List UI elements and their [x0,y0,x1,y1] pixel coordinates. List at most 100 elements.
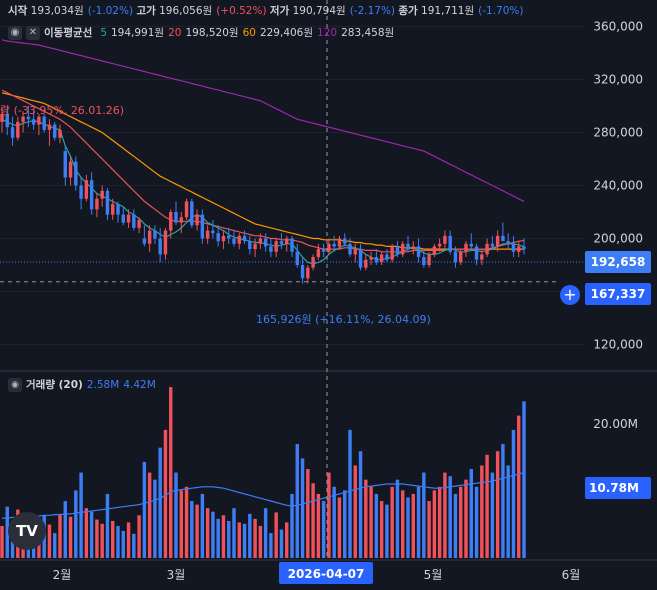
candle-body [111,204,115,215]
tradingview-logo[interactable]: TV [8,512,46,550]
volume-bar [395,479,400,558]
candle-body [16,121,20,138]
time-tick-jun: 6월 [562,568,581,582]
candle-body [459,251,463,263]
candle-body [279,241,284,244]
candle-body [501,235,505,242]
candle-body [379,254,384,263]
volume-bar [147,472,152,558]
candle-body [121,214,125,223]
volume-bar [358,451,363,558]
volume-bar [79,472,83,558]
volume-bar [353,465,357,558]
candle-body [506,241,510,244]
candle-body [453,251,458,263]
candle-body [242,235,247,242]
ma-legend: ◉ ✕ 이동평균선 5 194,991원 20 198,520원 60 229,… [8,25,394,40]
time-tick-may: 5월 [424,568,443,582]
price-tick: 240,000 [593,179,643,193]
volume-bar [200,493,205,558]
volume-bar [290,493,294,558]
candle-body [26,116,31,120]
candle-body [522,246,526,250]
low-change: (-2.17%) [349,5,396,17]
crosshair-date-badge [279,562,373,584]
current-volume-badge [585,477,651,499]
volume-bar [242,523,247,558]
candle-body [364,259,368,268]
volume-bar [84,508,89,558]
volume-bar [211,511,215,558]
ma20-period: 20 [168,26,182,39]
candle-body [390,246,394,260]
volume-bar [5,506,9,558]
volume-bar [205,508,210,558]
volume-bar [169,387,173,558]
visibility-toggle-icon[interactable]: ◉ [8,377,22,392]
candle-body [195,214,199,226]
volume-bar [390,486,394,558]
candle-body [126,214,131,223]
candle-body [216,233,220,242]
volume-bar [248,513,252,558]
candle-body [153,230,157,239]
ma5-value: 194,991원 [111,27,165,39]
volume-bar [411,493,415,558]
candle-body [321,249,326,252]
ma5-period: 5 [100,26,107,39]
candle-body [348,243,352,255]
volume-bar [174,472,178,558]
volume-bar [295,444,299,558]
candle-body [211,230,215,234]
volume-tick-20m: 20.00M [593,417,638,431]
candle-body [248,241,252,250]
volume-bar [385,504,389,558]
volume-bar [522,401,526,558]
candle-body [343,238,347,244]
candle-body [163,230,168,255]
volume-bar [316,493,321,558]
volume-bar [474,486,479,558]
current-price-label: 192,658 [591,255,646,269]
candle-body [448,235,452,252]
candle-body [480,254,484,260]
volume-bar [321,501,326,558]
volume-bar [311,483,315,558]
candle-body [358,249,363,268]
candle-body [263,238,268,247]
current-price-badge [585,251,651,273]
close-icon[interactable]: ✕ [26,25,40,40]
volume-bar [221,515,226,558]
volume-bar [480,465,484,558]
volume-bar [116,525,120,558]
close-value: 191,711원 [421,5,475,17]
candle-body [385,254,389,260]
volume-bar [306,469,310,558]
candle-body [5,113,9,128]
volume-bar [237,522,241,558]
visibility-toggle-icon[interactable]: ◉ [8,25,22,40]
ma5-line [1,118,525,265]
crosshair-price-label: 167,337 [591,287,646,301]
candle-body [232,238,236,244]
candle-body [174,212,178,223]
candle-body [53,124,57,138]
candle-body [369,257,373,260]
volume-bar [337,497,342,558]
volume-value-2: 4.42M [123,378,156,391]
open-label: 시작 [8,5,28,17]
candle-body [137,219,141,228]
volume-bar [100,523,104,558]
high-label: 고가 [136,5,156,17]
price-tick: 200,000 [593,232,643,246]
candle-body [10,127,15,138]
candle-body [253,243,257,250]
add-alert-button[interactable]: + [560,285,580,305]
candle-body [411,246,415,250]
ma-title: 이동평균선 [44,27,93,39]
volume-bar [126,522,131,558]
volume-bar [459,486,463,558]
volume-bar [263,508,268,558]
candle-body [443,235,447,244]
